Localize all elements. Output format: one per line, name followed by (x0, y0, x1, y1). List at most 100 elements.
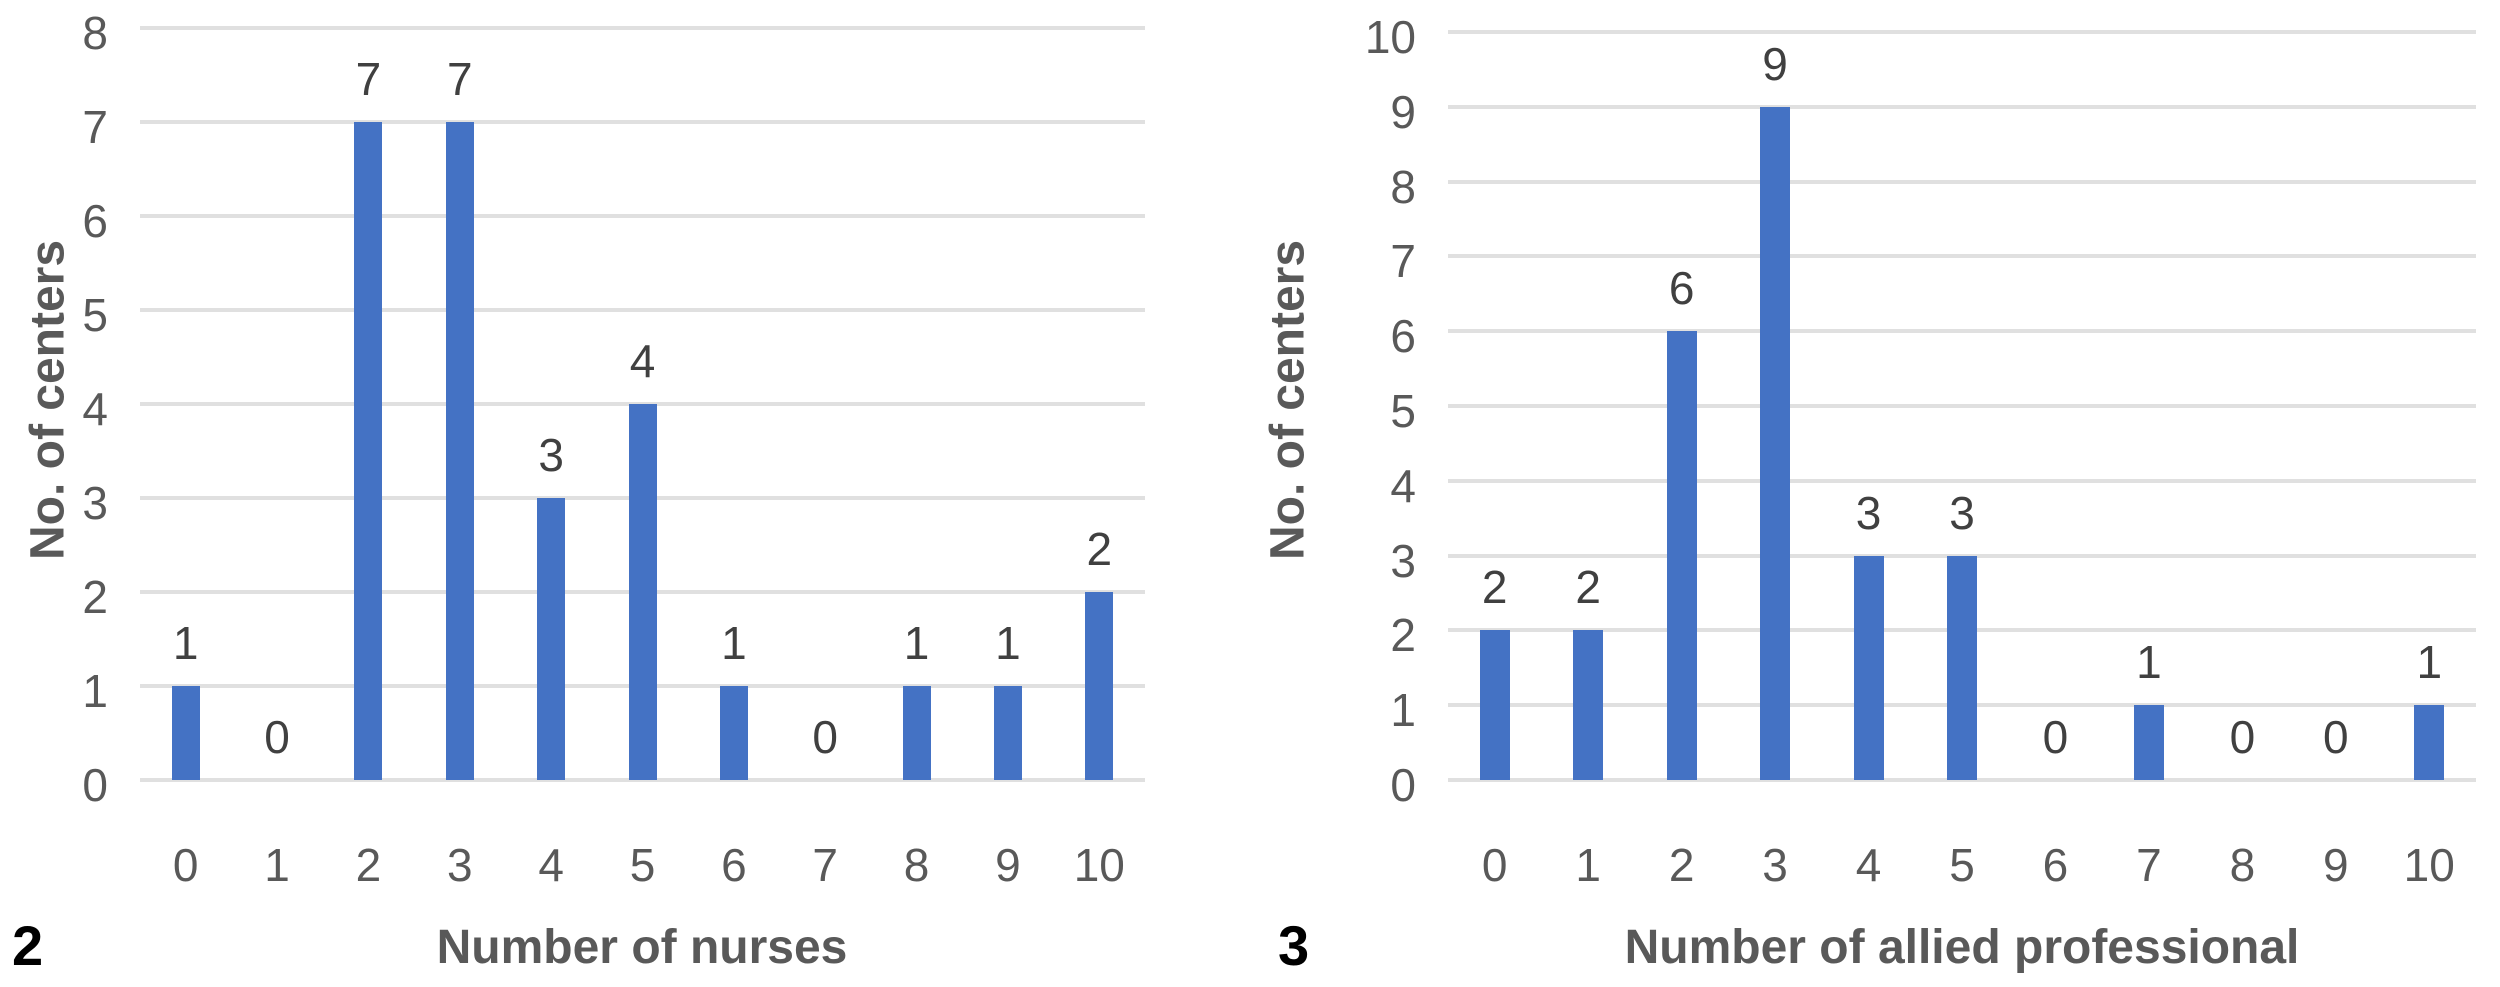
y-tick-label: 4 (1390, 459, 1416, 512)
bar (354, 122, 383, 780)
bar (1479, 630, 1510, 780)
bar-value-label: 9 (1762, 37, 1788, 90)
x-tick-label: 1 (264, 839, 290, 891)
x-tick-label: 3 (446, 839, 473, 891)
x-tick-label: 10 (2403, 839, 2455, 891)
y-tick-label: 7 (82, 101, 108, 153)
y-tick-label: 10 (1364, 11, 1416, 63)
bar (719, 686, 748, 780)
bar (993, 686, 1022, 780)
y-tick-label: 8 (1390, 160, 1416, 213)
x-tick-label: 6 (2042, 839, 2069, 891)
bar (1947, 555, 1977, 780)
bar-value-label: 3 (1949, 486, 1975, 539)
x-tick-label: 2 (355, 839, 382, 891)
bar-value-label: 6 (1668, 262, 1695, 315)
bar (445, 122, 474, 780)
y-tick-label: 0 (82, 759, 108, 811)
gridline (140, 214, 1145, 218)
y-tick-label: 5 (82, 289, 108, 341)
bar (2414, 705, 2445, 780)
x-tick-label: 3 (1762, 839, 1788, 891)
x-tick-label: 7 (2136, 839, 2162, 891)
gridline (140, 26, 1145, 30)
x-tick-label: 10 (1073, 839, 1125, 891)
bar-value-label: 1 (172, 617, 199, 669)
y-tick-label: 9 (1390, 85, 1416, 138)
bar-value-label: 2 (1086, 523, 1113, 575)
x-tick-label: 2 (1668, 839, 1695, 891)
y-tick-label: 6 (82, 195, 108, 247)
x-tick-label: 0 (172, 839, 199, 891)
x-tick-label: 4 (538, 839, 564, 891)
y-tick-label: 6 (1390, 310, 1416, 363)
x-tick-label: 4 (1855, 839, 1882, 891)
bar-value-label: 1 (2136, 636, 2162, 689)
bar (902, 686, 931, 780)
bar-value-label: 0 (2323, 711, 2349, 763)
gridline (140, 778, 1145, 782)
bar (1085, 592, 1114, 780)
bar-value-label: 3 (538, 429, 564, 481)
y-tick-label: 3 (82, 477, 108, 529)
gridline (1448, 254, 2476, 259)
x-tick-label: 8 (2229, 839, 2256, 891)
x-tick-label: 9 (995, 839, 1021, 891)
bar-value-label: 3 (1855, 486, 1882, 539)
x-tick-label: 8 (903, 839, 930, 891)
y-tick-label: 0 (1390, 759, 1416, 811)
bar-value-label: 4 (629, 335, 656, 387)
bar-value-label: 0 (2229, 711, 2256, 763)
x-tick-label: 0 (1481, 839, 1508, 891)
gridline (1448, 478, 2476, 483)
bar (1760, 106, 1791, 780)
bar-value-label: 7 (355, 53, 382, 105)
bar-value-label: 1 (2416, 636, 2443, 689)
bar-value-label: 0 (2042, 711, 2069, 763)
y-tick-label: 1 (82, 665, 108, 717)
bar-value-label: 0 (264, 711, 290, 763)
x-tick-label: 5 (629, 839, 656, 891)
gridline (1448, 104, 2476, 109)
y-tick-label: 3 (1390, 534, 1416, 587)
gridline (1448, 778, 2476, 782)
bar (1666, 331, 1697, 780)
bar (2133, 705, 2164, 780)
bar-value-label: 2 (1481, 561, 1508, 614)
x-tick-label: 7 (812, 839, 839, 891)
allied-professionals-chart: No. of centers Number of allied professi… (1250, 0, 2500, 987)
bar (171, 686, 200, 780)
gridline (1448, 179, 2476, 184)
x-tick-label: 9 (2323, 839, 2349, 891)
gridline (140, 308, 1145, 312)
gridline (1448, 30, 2476, 34)
bar-value-label: 0 (812, 711, 839, 763)
bar-value-label: 1 (721, 617, 747, 669)
bar-value-label: 7 (446, 53, 473, 105)
y-tick-label: 7 (1390, 235, 1416, 288)
bar-value-label: 2 (1575, 561, 1601, 614)
y-tick-label: 2 (1390, 609, 1416, 662)
bar (1853, 555, 1884, 780)
figure-number: 3 (1278, 914, 1310, 977)
y-tick-label: 5 (1390, 385, 1416, 437)
bar (628, 404, 657, 780)
gridline (1448, 329, 2476, 334)
bar-value-label: 1 (995, 617, 1021, 669)
bar (537, 498, 566, 780)
y-tick-label: 4 (82, 383, 108, 435)
gridline (140, 120, 1145, 124)
gridline (1448, 404, 2476, 408)
x-tick-label: 5 (1949, 839, 1975, 891)
x-tick-label: 1 (1575, 839, 1601, 891)
figure-number: 2 (12, 914, 44, 977)
bar (1573, 630, 1604, 780)
y-tick-label: 2 (82, 571, 108, 623)
x-axis-title: Number of allied professional (1624, 921, 2300, 974)
y-tick-label: 8 (82, 7, 108, 59)
y-tick-label: 1 (1390, 684, 1416, 737)
x-axis-title: Number of nurses (436, 921, 848, 974)
x-tick-label: 6 (721, 839, 747, 891)
